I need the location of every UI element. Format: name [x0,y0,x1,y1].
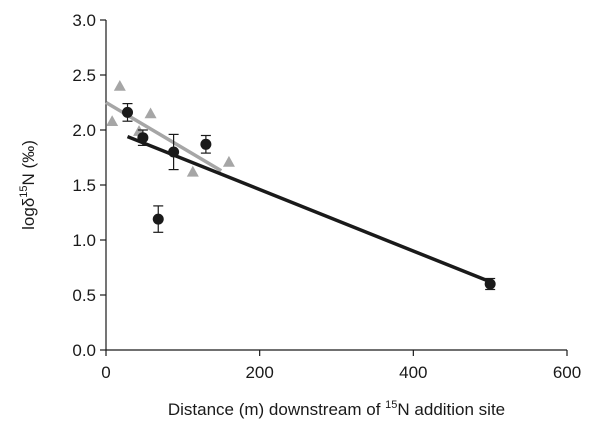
x-axis-ticks: 0 200 400 600 [101,350,581,382]
axes [105,20,567,351]
y-tick-label: 2.0 [72,121,96,140]
y-tick-label: 3.0 [72,11,96,30]
y-tick-label: 0.0 [72,341,96,360]
y-tick-label: 1.5 [72,176,96,195]
triangle-point [113,80,126,91]
circle-point [484,278,496,290]
circle-point [122,106,134,118]
y-tick-label: 2.5 [72,66,96,85]
y-tick-label: 1.0 [72,231,96,250]
x-tick-label: 200 [245,363,273,382]
triangle-point [186,165,199,177]
circle-point [168,146,180,158]
triangle-point [144,107,157,119]
y-axis-label: logδ15N (‰) [18,140,38,230]
x-tick-label: 400 [399,363,427,382]
circle-point [137,132,149,144]
circle-point [152,213,164,225]
y-axis-ticks: 0.0 0.5 1.0 1.5 2.0 2.5 3.0 [72,11,106,360]
fit-line-circles [126,134,491,284]
data-points [106,80,496,291]
y-tick-label: 0.5 [72,286,96,305]
fit-lines [105,100,491,284]
x-axis-label: Distance (m) downstream of 15N addition … [168,399,505,419]
x-tick-label: 600 [553,363,581,382]
circle-point [200,138,212,150]
triangle-point [222,155,235,167]
x-tick-label: 0 [101,363,110,382]
triangle-point [106,115,119,126]
